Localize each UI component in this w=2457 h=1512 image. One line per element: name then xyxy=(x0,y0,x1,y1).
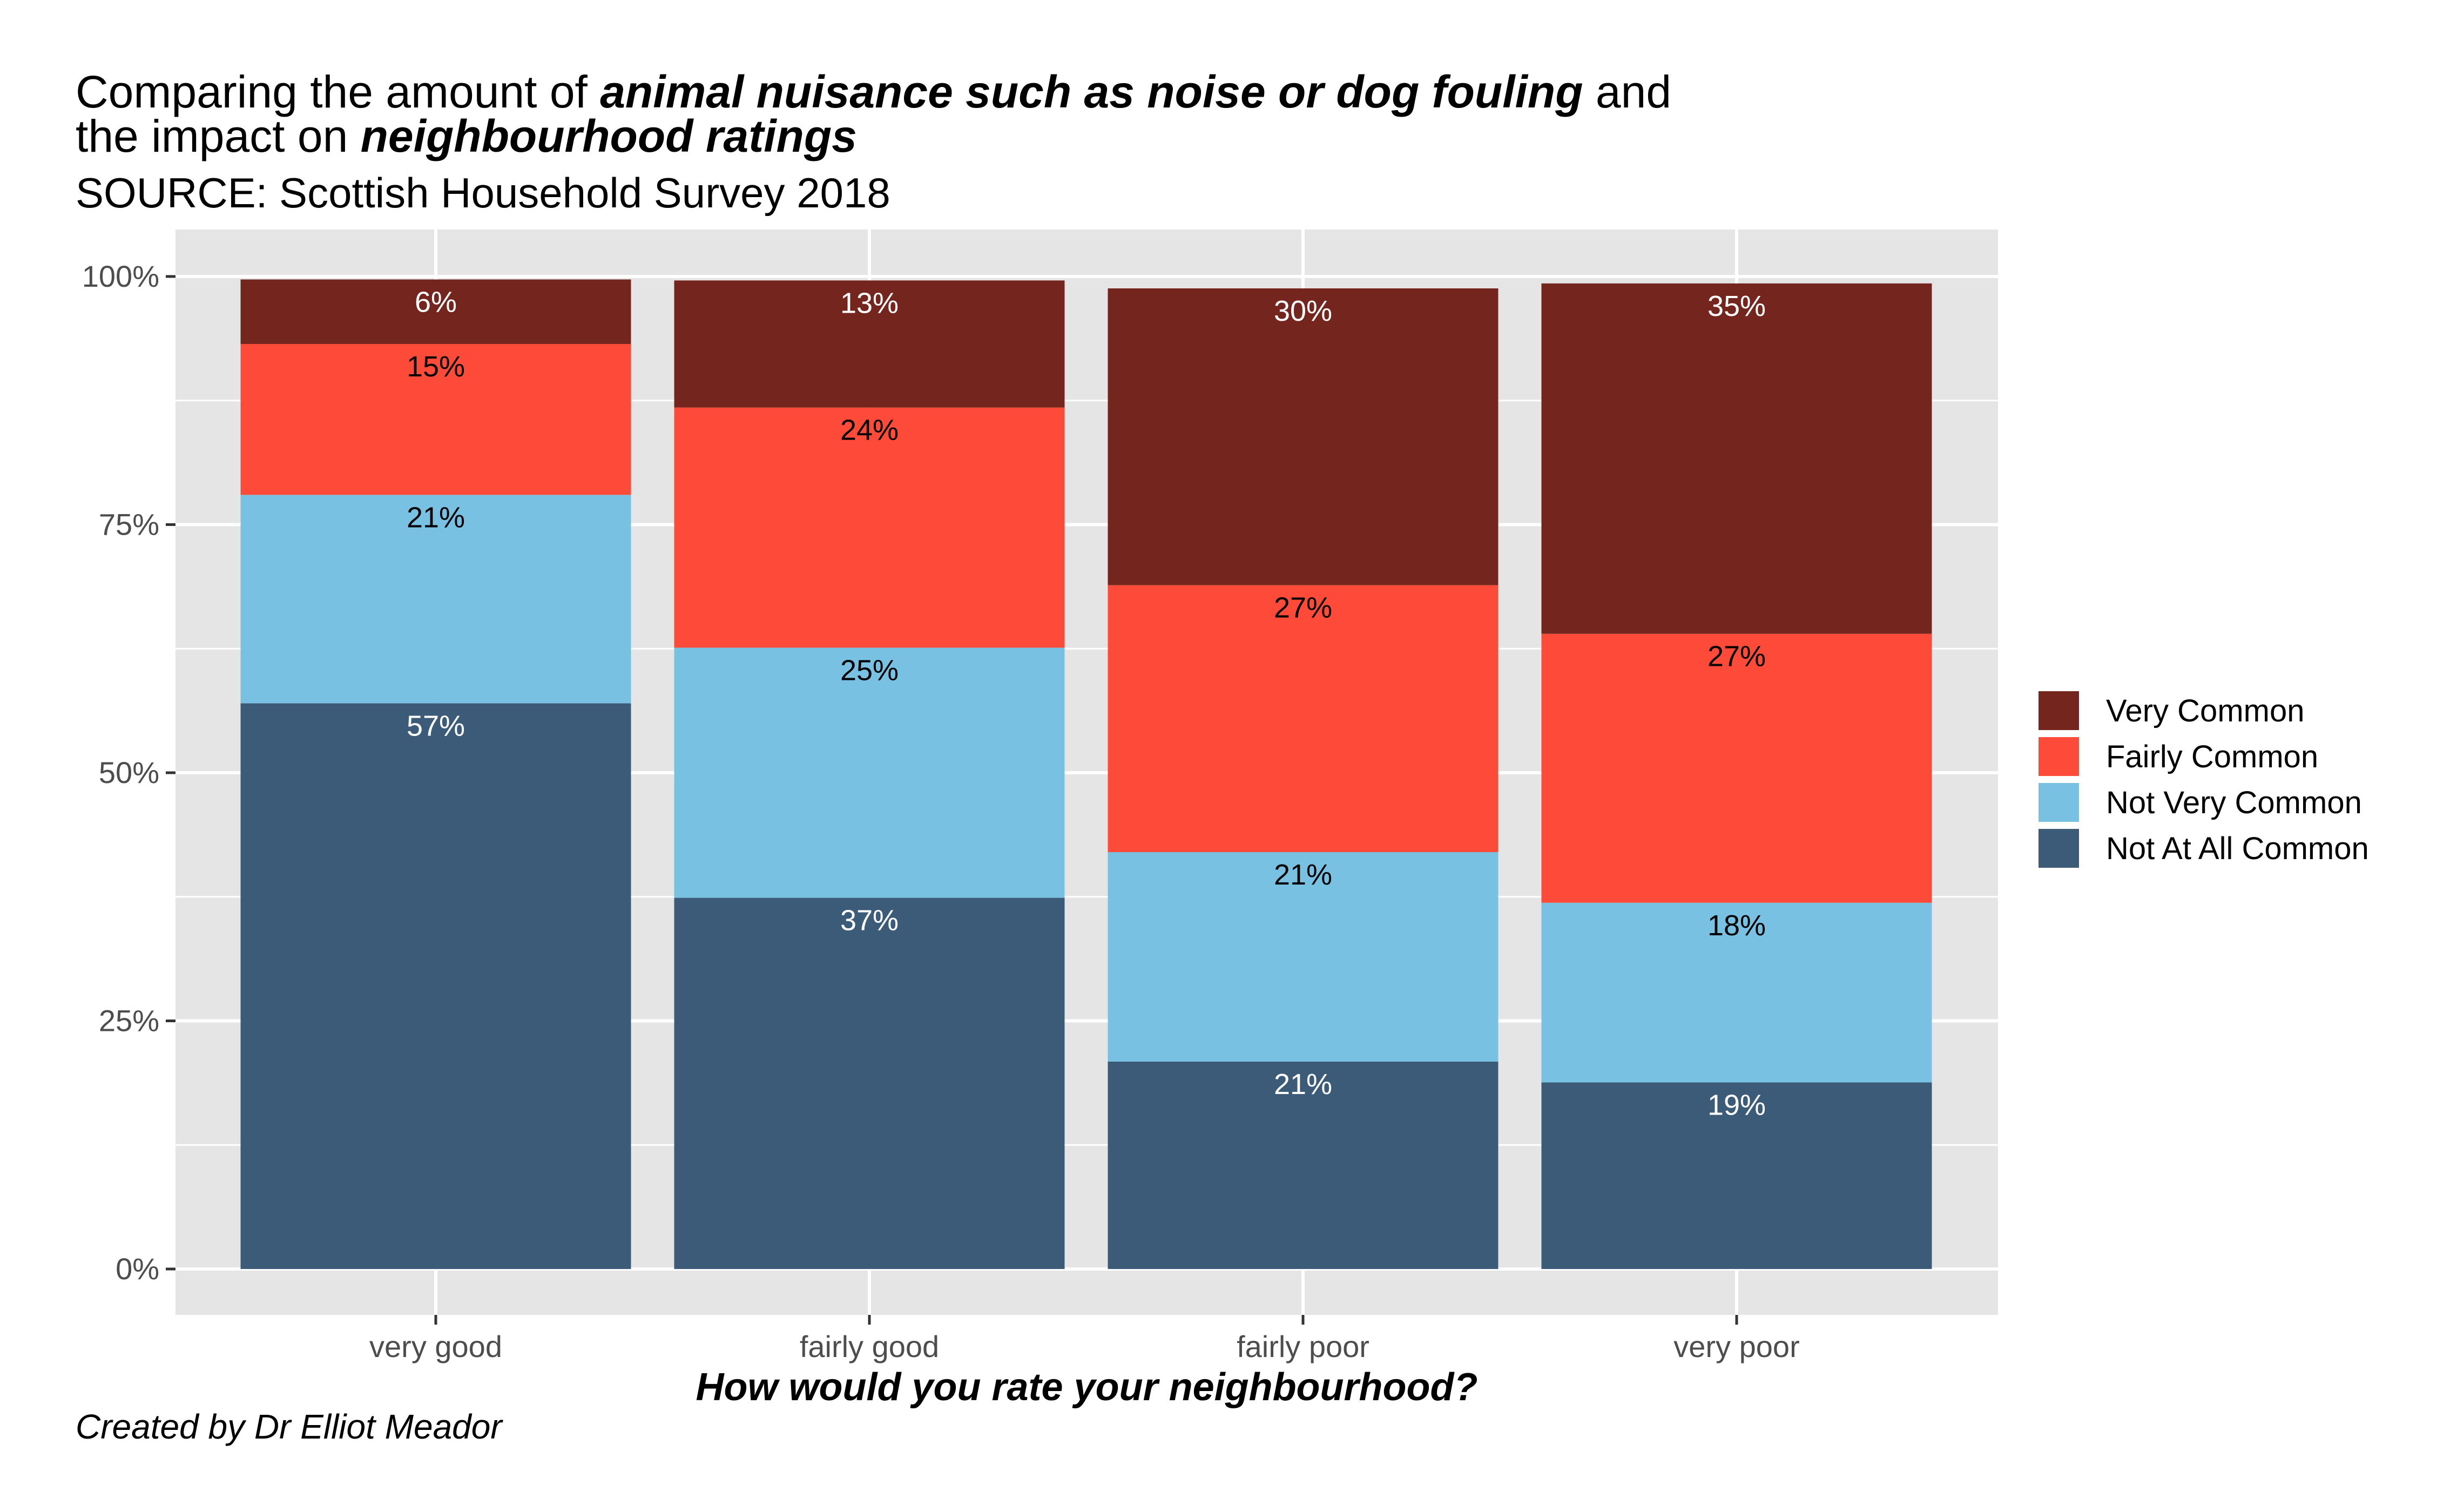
bar-fairly-poor-very-common xyxy=(1108,288,1498,585)
title-emphasis-2: neighbourhood ratings xyxy=(360,111,857,161)
chart-title-line-1: Comparing the amount of animal nuisance … xyxy=(76,69,1671,114)
legend-key-very-common xyxy=(2039,691,2079,730)
y-tick-label: 25% xyxy=(99,1004,159,1038)
data-label: 35% xyxy=(1707,290,1766,322)
data-label: 24% xyxy=(840,414,899,447)
bar-fairly-good-fairly-common xyxy=(674,407,1065,648)
y-tick-label: 50% xyxy=(99,755,159,789)
chart-caption: Created by Dr Elliot Meador xyxy=(76,1407,502,1446)
bar-very-poor-not-at-all-common xyxy=(1541,1082,1932,1269)
title-prefix-2: the impact on xyxy=(76,111,361,161)
data-label: 13% xyxy=(840,287,899,319)
bar-fairly-good-not-at-all-common xyxy=(674,897,1065,1269)
data-label: 21% xyxy=(407,501,465,534)
y-tick-label: 0% xyxy=(116,1252,159,1286)
title-suffix: and xyxy=(1583,66,1672,117)
chart-title-line-2: the impact on neighbourhood ratings xyxy=(76,113,857,159)
bar-fairly-good-very-common xyxy=(674,280,1065,408)
bar-very-good-fairly-common xyxy=(240,343,631,495)
bar-fairly-poor-not-very-common xyxy=(1108,852,1498,1062)
bar-very-poor-very-common xyxy=(1541,283,1932,634)
data-label: 15% xyxy=(407,350,465,383)
data-label: 30% xyxy=(1274,295,1332,327)
bar-very-good-not-at-all-common xyxy=(240,703,631,1269)
x-tick-label: fairly good xyxy=(800,1329,939,1364)
data-label: 27% xyxy=(1274,592,1332,624)
x-axis-title: How would you rate your neighbourhood? xyxy=(696,1366,1478,1409)
chart-subtitle: SOURCE: Scottish Household Survey 2018 xyxy=(76,169,890,217)
data-label: 57% xyxy=(407,710,465,742)
data-label: 21% xyxy=(1274,1068,1332,1101)
y-tick-label: 75% xyxy=(99,508,159,542)
legend-label: Fairly Common xyxy=(2106,739,2318,774)
x-tick-label: very good xyxy=(369,1329,502,1364)
x-tick-label: very poor xyxy=(1673,1329,1799,1364)
legend-label: Very Common xyxy=(2106,693,2304,728)
bar-very-poor-fairly-common xyxy=(1541,633,1932,903)
data-label: 18% xyxy=(1707,909,1766,942)
bar-fairly-good-not-very-common xyxy=(674,647,1065,898)
legend-key-not-at-all-common xyxy=(2039,829,2079,868)
bar-very-good-very-common xyxy=(240,279,631,344)
legend-label: Not At All Common xyxy=(2106,831,2369,866)
title-prefix: Comparing the amount of xyxy=(76,66,600,117)
legend-key-fairly-common xyxy=(2039,737,2079,776)
bar-fairly-poor-fairly-common xyxy=(1108,585,1498,853)
data-label: 21% xyxy=(1274,859,1332,891)
bar-very-good-not-very-common xyxy=(240,495,631,704)
data-label: 27% xyxy=(1707,640,1766,673)
bar-fairly-poor-not-at-all-common xyxy=(1108,1061,1498,1269)
data-label: 25% xyxy=(840,654,899,686)
data-label: 37% xyxy=(840,905,899,937)
data-label: 6% xyxy=(415,286,457,319)
title-emphasis: animal nuisance such as noise or dog fou… xyxy=(600,66,1583,117)
bar-very-poor-not-very-common xyxy=(1541,902,1932,1083)
data-label: 19% xyxy=(1707,1089,1766,1121)
legend-label: Not Very Common xyxy=(2106,785,2362,820)
y-tick-label: 100% xyxy=(82,259,159,293)
legend-key-not-very-common xyxy=(2039,783,2079,822)
x-tick-label: fairly poor xyxy=(1237,1329,1369,1364)
